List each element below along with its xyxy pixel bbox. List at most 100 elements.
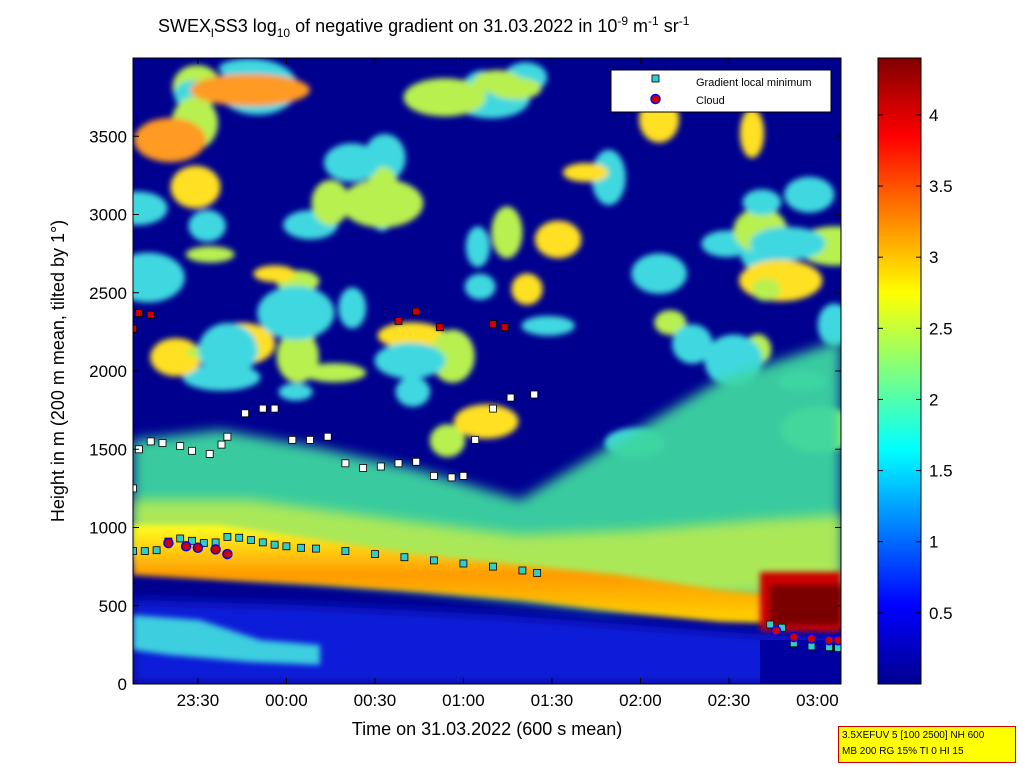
upper-patch — [170, 165, 221, 209]
upper-patch — [534, 220, 582, 259]
x-tick-label: 03:00 — [796, 691, 839, 710]
cloud-marker — [823, 634, 835, 646]
cloud-core — [770, 585, 841, 625]
upper-patch — [465, 226, 490, 268]
colorbar-tick-label: 0.5 — [929, 604, 953, 623]
gradient-min-marker — [376, 462, 385, 471]
upper-patch — [672, 324, 713, 364]
upper-patch — [562, 163, 609, 182]
gradient-min-marker — [518, 566, 527, 575]
x-tick-label: 00:00 — [265, 691, 308, 710]
gradient-min-marker — [223, 533, 232, 541]
colorbar: 0.5 1 1.5 2 2.5 3 3.5 4 — [877, 57, 953, 685]
cloud-marker — [832, 634, 841, 646]
gradient-min-marker — [188, 446, 196, 455]
gradient-min-marker — [217, 440, 226, 449]
legend: Gradient local minimum Cloud — [610, 69, 832, 113]
aerosol-band — [133, 525, 841, 625]
legend-box — [610, 69, 832, 113]
y-tick-label: 500 — [99, 597, 127, 616]
colorbar-ticks: 0.5 1 1.5 2 2.5 3 3.5 4 — [878, 106, 953, 623]
upper-patch — [453, 404, 519, 439]
legend-label-gradient: Gradient local minimum — [696, 77, 812, 89]
gradient-min-marker — [500, 323, 509, 332]
upper-patch — [489, 77, 542, 100]
upper-patch — [188, 210, 226, 242]
gradient-min-marker — [488, 404, 497, 413]
upper-patch — [374, 342, 446, 379]
gradient-min-marker — [223, 432, 232, 441]
gradient-min-marker — [488, 562, 497, 571]
gradient-min-marker — [400, 553, 409, 562]
gradient-min-marker — [370, 550, 379, 558]
cloud-marker — [180, 541, 192, 552]
upper-patch — [257, 285, 335, 340]
cloud-marker — [222, 548, 233, 560]
upper-patch — [395, 376, 431, 407]
upper-patch — [511, 273, 543, 306]
gradient-min-marker — [134, 309, 143, 318]
gradient-min-marker — [459, 471, 468, 480]
gradient-min-marker — [311, 544, 320, 553]
upper-patch — [133, 252, 185, 303]
gradient-min-marker — [506, 393, 515, 402]
upper-patch — [429, 424, 466, 458]
y-tick-label: 1500 — [89, 440, 127, 459]
cloud-marker — [192, 542, 204, 554]
upper-patch — [739, 259, 823, 302]
gradient-min-marker — [282, 542, 291, 551]
x-axis-label: Time on 31.03.2022 (600 s mean) — [352, 719, 623, 739]
upper-patch — [403, 78, 486, 117]
gradient-min-marker — [146, 310, 155, 319]
chart-title: SWEXlSS3 log10 of negative gradient on 3… — [158, 14, 690, 40]
gradient-min-marker — [447, 473, 456, 482]
gradient-min-marker — [766, 620, 775, 629]
gradient-min-marker — [258, 538, 267, 547]
gradient-min-marker — [188, 536, 196, 545]
surface-layer — [133, 615, 320, 665]
heatmap-field — [133, 58, 841, 684]
y-axis: 0 500 1000 1500 2000 2500 3000 3500 — [89, 127, 841, 694]
gradient-min-marker — [152, 546, 161, 555]
upper-patch — [340, 179, 424, 228]
upper-patch — [150, 338, 202, 377]
upper-patch — [278, 383, 313, 401]
cloud-marker — [163, 537, 174, 549]
colorbar-tick-label: 4 — [929, 106, 938, 125]
y-tick-label: 1000 — [89, 519, 127, 538]
colorbar-tick-label: 2 — [929, 390, 938, 409]
mid-layer-yellow — [133, 500, 841, 595]
x-tick-label: 00:30 — [354, 691, 397, 710]
y-tick-label: 3000 — [89, 206, 127, 225]
upper-patch — [185, 246, 235, 263]
gradient-min-marker — [176, 534, 185, 543]
x-tick-label: 23:30 — [177, 691, 220, 710]
gradient-min-marker — [199, 539, 208, 547]
x-axis: 23:30 00:00 00:30 01:00 01:30 02:00 02:30 03:00 — [177, 58, 839, 710]
gradient-min-marker — [471, 435, 480, 444]
upper-patch — [133, 191, 168, 226]
gradient-min-marker — [288, 435, 297, 444]
upper-patch — [198, 323, 258, 378]
upper-patch — [491, 206, 523, 259]
cloud-marker — [770, 625, 782, 637]
y-tick-label: 0 — [118, 675, 127, 694]
y-axis-label: Height in m (200 m mean, tilted by 1°) — [48, 220, 68, 522]
upper-patch — [324, 143, 380, 183]
gradient-min-marker — [429, 556, 438, 565]
colorbar-tick-label: 2.5 — [929, 319, 953, 338]
legend-marker-cloud — [650, 93, 661, 105]
gradient-min-marker — [306, 435, 314, 444]
info-line-2: MB 200 RG 15% TI 0 HI 15 — [842, 746, 964, 757]
gradient-min-marker — [533, 569, 541, 577]
upper-patch — [784, 176, 835, 213]
gradient-min-marker — [807, 642, 816, 651]
cloud-marker — [806, 633, 817, 644]
gradient-min-marker — [323, 432, 332, 441]
y-tick-label: 3500 — [89, 127, 127, 146]
upper-patch — [338, 287, 367, 329]
x-tick-label: 01:30 — [531, 691, 574, 710]
gradient-min-marker — [530, 390, 539, 399]
gradient-min-marker — [270, 404, 279, 413]
colorbar-tick-label: 1 — [929, 533, 938, 552]
